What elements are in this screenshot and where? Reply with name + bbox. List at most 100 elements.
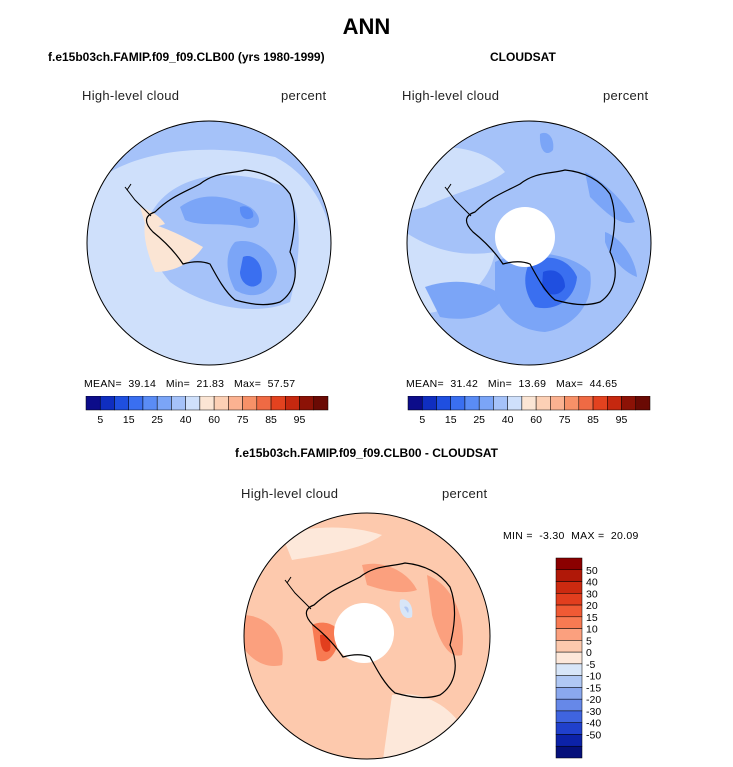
- colorbar-swatch: [535, 396, 551, 411]
- right-mean-value: 31.42: [450, 378, 479, 390]
- colorbar-tick-label: 0: [586, 647, 592, 659]
- right-stats: MEAN= 31.42 Min= 13.69 Max= 44.65: [406, 378, 617, 390]
- left-map-core-d: [239, 206, 254, 220]
- colorbar-swatch: [299, 396, 315, 411]
- colorbar-swatch: [464, 396, 480, 411]
- left-max-value: 57.57: [267, 378, 296, 390]
- colorbar-swatch: [555, 604, 583, 618]
- right-min-value: 13.69: [518, 378, 547, 390]
- right-map-boundary: [406, 120, 652, 366]
- colorbar-tick-label: 5: [586, 635, 592, 647]
- colorbar-tick-label: 40: [502, 414, 514, 426]
- right-map-polar-gap: [495, 207, 555, 267]
- diff-min-value: -3.30: [539, 530, 565, 542]
- colorbar-tick-label: -10: [586, 671, 601, 683]
- diff-units-label: percent: [442, 486, 488, 501]
- colorbar-swatch: [142, 396, 158, 411]
- diff-map-region-b: [382, 694, 490, 759]
- diff-map-polar-gap: [334, 603, 394, 663]
- colorbar-tick-label: 95: [294, 414, 306, 426]
- left-map-region-e: [140, 207, 165, 230]
- colorbar-tick-label: 5: [97, 414, 103, 426]
- diff-map-region-g: [362, 563, 417, 593]
- diff-max-value: 20.09: [610, 530, 639, 542]
- colorbar-swatch: [555, 628, 583, 641]
- colorbar-swatch: [555, 557, 583, 571]
- left-max-label: Max=: [233, 378, 262, 390]
- colorbar-tick-label: 75: [559, 414, 571, 426]
- colorbar-swatch: [421, 396, 437, 411]
- colorbar-tick-label: 20: [586, 600, 598, 612]
- colorbar-swatch: [555, 698, 583, 712]
- right-map-peninsula-coast: [444, 183, 472, 217]
- right-colorbar: 5 15 25 40 60 75 85 95: [407, 396, 651, 426]
- colorbar-tick-label: 85: [587, 414, 599, 426]
- colorbar-swatch: [555, 710, 583, 723]
- right-map-core-h: [542, 270, 565, 295]
- colorbar-swatch: [185, 396, 201, 411]
- colorbar-swatch: [450, 396, 466, 411]
- diff-stats: MIN = -3.30 MAX = 20.09: [503, 530, 639, 542]
- left-map-peninsula-coast: [124, 183, 152, 217]
- right-polar-map: [406, 120, 652, 366]
- left-map-coastline: [145, 169, 296, 306]
- colorbar-swatch: [555, 569, 583, 582]
- right-map-region-d: [605, 232, 637, 277]
- diff-min-label: MIN =: [503, 530, 533, 542]
- left-map-boundary: [86, 120, 332, 366]
- right-panel-title: CLOUDSAT: [490, 50, 556, 64]
- colorbar-tick-label: 85: [265, 414, 277, 426]
- diff-polar-map: [243, 512, 491, 760]
- left-min-label: Min=: [165, 378, 191, 390]
- colorbar-tick-label: 40: [180, 414, 192, 426]
- left-map-ring-high: [87, 121, 331, 232]
- colorbar-swatch: [555, 722, 583, 735]
- right-max-value: 44.65: [589, 378, 618, 390]
- colorbar-tick-label: 60: [530, 414, 542, 426]
- right-map-region-b: [407, 232, 495, 317]
- colorbar-tick-label: -5: [586, 659, 595, 671]
- diff-max-label: MAX =: [571, 530, 605, 542]
- colorbar-tick-label: 50: [586, 565, 598, 577]
- colorbar-tick-label: 5: [419, 414, 425, 426]
- colorbar-swatch: [213, 396, 229, 411]
- right-max-label: Max=: [555, 378, 584, 390]
- colorbar-tick-label: 30: [586, 588, 598, 600]
- colorbar-swatch: [114, 396, 129, 411]
- colorbar-swatch: [521, 396, 537, 411]
- colorbar-swatch: [555, 581, 583, 594]
- left-variable-label: High-level cloud: [82, 88, 180, 103]
- right-min-label: Min=: [487, 378, 513, 390]
- colorbar-tick-label: 95: [616, 414, 628, 426]
- right-map-region-e: [425, 281, 505, 319]
- left-map-region-a: [180, 196, 260, 228]
- colorbar-swatch: [635, 396, 651, 411]
- left-map-peninsula-region: [144, 222, 203, 272]
- colorbar-swatch: [555, 745, 583, 759]
- colorbar-tick-label: 10: [586, 624, 598, 636]
- colorbar-swatch: [555, 640, 583, 653]
- colorbar-tick-label: 15: [445, 414, 457, 426]
- right-map-region-c: [585, 172, 635, 223]
- colorbar-swatch: [436, 396, 451, 411]
- colorbar-tick-label: -50: [586, 729, 601, 741]
- diff-map-region-d: [427, 575, 463, 656]
- colorbar-swatch: [199, 396, 215, 411]
- figure-title: ANN: [342, 14, 391, 39]
- left-mean-label: MEAN=: [84, 378, 122, 390]
- colorbar-swatch: [156, 396, 172, 411]
- colorbar-swatch: [564, 396, 580, 411]
- colorbar-swatch: [555, 616, 583, 629]
- colorbar-swatch: [493, 396, 508, 411]
- left-stats: MEAN= 39.14 Min= 21.83 Max= 57.57: [84, 378, 295, 390]
- colorbar-swatch: [555, 675, 583, 688]
- colorbar-tick-label: 75: [237, 414, 249, 426]
- colorbar-swatch: [171, 396, 186, 411]
- colorbar-swatch: [555, 593, 583, 606]
- colorbar-tick-label: -15: [586, 682, 601, 694]
- colorbar-swatch: [228, 396, 243, 411]
- right-map-region-i: [539, 132, 554, 154]
- colorbar-swatch: [478, 396, 494, 411]
- colorbar-swatch: [407, 396, 423, 411]
